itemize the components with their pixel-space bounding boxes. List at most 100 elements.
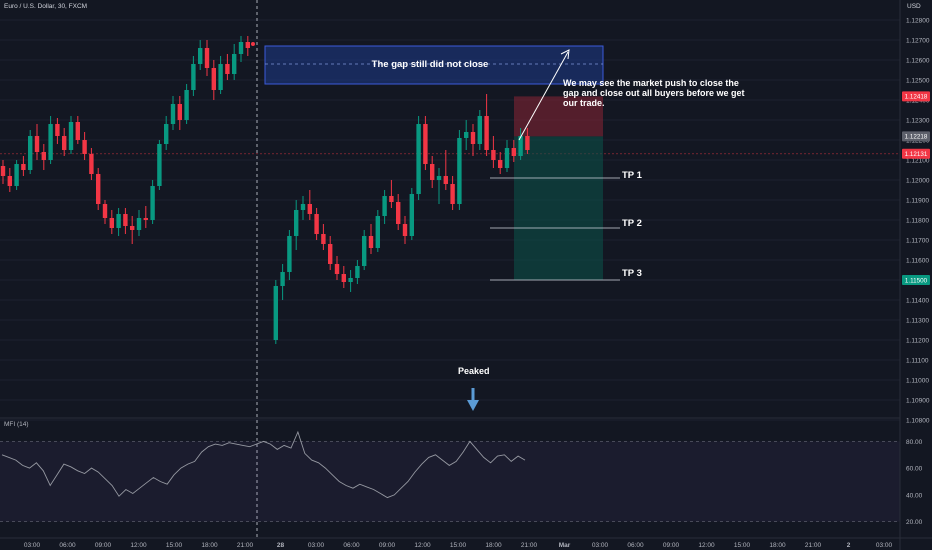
candle-body-66 bbox=[470, 132, 476, 144]
time-tick-18: 09:00 bbox=[663, 542, 680, 549]
price-badge-3 bbox=[902, 275, 930, 285]
time-tick-22: 21:00 bbox=[805, 542, 822, 549]
price-badge-text-0: 1.12418 bbox=[905, 94, 928, 101]
candle-body-37 bbox=[273, 286, 278, 340]
candle-body-40 bbox=[294, 210, 299, 236]
time-tick-13: 18:00 bbox=[485, 542, 502, 549]
candle-body-63 bbox=[450, 184, 455, 204]
price-tick-10: 1.11800 bbox=[906, 218, 929, 225]
gap-zone bbox=[264, 45, 604, 85]
candle-body-18 bbox=[123, 214, 128, 226]
mfi-line bbox=[1, 430, 526, 499]
candle-body-3 bbox=[21, 164, 26, 170]
candle-body-43 bbox=[314, 214, 319, 234]
price-badge-1 bbox=[902, 131, 930, 142]
price-tick-14: 1.11400 bbox=[906, 298, 929, 305]
price-badge-text-3: 1.11500 bbox=[905, 277, 928, 284]
candle-body-39 bbox=[287, 236, 292, 272]
candle-body-57 bbox=[409, 194, 414, 236]
candle-body-69 bbox=[491, 150, 496, 160]
candle-body-68 bbox=[484, 116, 489, 150]
candle-body-53 bbox=[382, 196, 387, 216]
candle-body-59 bbox=[423, 124, 428, 164]
price-tick-16: 1.11200 bbox=[906, 338, 929, 345]
candle-body-25 bbox=[170, 104, 176, 124]
candle-body-36 bbox=[245, 42, 250, 48]
price-tick-19: 1.10900 bbox=[906, 398, 930, 405]
peaked-arrow-shaft bbox=[471, 388, 475, 402]
price-badge-text-1: 1.12218 bbox=[905, 134, 928, 141]
candle-body-12 bbox=[82, 140, 87, 154]
candle-body-29 bbox=[198, 48, 203, 64]
time-tick-14: 21:00 bbox=[521, 542, 538, 549]
candle-body-58 bbox=[416, 124, 421, 194]
price-tick-1: 1.12700 bbox=[906, 38, 930, 45]
time-tick-23: 2 bbox=[847, 542, 851, 549]
candle-body-30 bbox=[204, 48, 210, 68]
mfi-tick-3: 20.00 bbox=[906, 519, 923, 526]
candle-body-67 bbox=[477, 116, 482, 144]
candle-body-46 bbox=[334, 264, 340, 274]
price-tick-15: 1.11300 bbox=[906, 318, 929, 325]
candle-body-61 bbox=[436, 176, 442, 180]
candle-body-33 bbox=[225, 64, 230, 74]
candle-body-55 bbox=[396, 202, 401, 224]
tp1-label: TP 1 bbox=[622, 170, 642, 181]
candle-body-50 bbox=[362, 236, 367, 266]
candle-body-22 bbox=[150, 186, 155, 220]
currency-label: USD bbox=[907, 3, 921, 10]
price-tick-12: 1.11600 bbox=[906, 258, 929, 265]
candle-body-34 bbox=[232, 54, 237, 74]
push-arrow-line bbox=[518, 51, 569, 141]
candle-body-11 bbox=[75, 122, 80, 140]
candle-body-9 bbox=[62, 136, 67, 150]
time-tick-12: 15:00 bbox=[450, 542, 467, 549]
candle-body-2 bbox=[14, 164, 19, 186]
price-tick-2: 1.12600 bbox=[906, 58, 930, 65]
candle-body-49 bbox=[355, 266, 360, 278]
candle-body-48 bbox=[348, 278, 353, 282]
candle-body-23 bbox=[157, 144, 162, 186]
time-tick-1: 06:00 bbox=[59, 542, 76, 549]
price-badge-text-2: 1.12131 bbox=[905, 151, 928, 158]
candle-body-71 bbox=[504, 148, 510, 168]
candle-body-32 bbox=[218, 64, 223, 90]
candle-body-19 bbox=[130, 226, 135, 230]
mfi-band bbox=[0, 441, 900, 522]
price-tick-7: 1.12100 bbox=[906, 158, 930, 165]
candle-body-8 bbox=[55, 124, 60, 136]
candle-body-45 bbox=[328, 244, 333, 264]
candle-body-51 bbox=[368, 236, 374, 248]
grid-lines bbox=[0, 0, 900, 540]
price-tick-3: 1.12500 bbox=[906, 78, 930, 85]
price-marker-icon bbox=[251, 42, 255, 46]
mfi-label: MFI (14) bbox=[4, 421, 29, 428]
candle-body-56 bbox=[402, 224, 408, 236]
candle-body-64 bbox=[457, 138, 462, 204]
time-tick-0: 03:00 bbox=[24, 542, 41, 549]
candle-body-54 bbox=[389, 196, 394, 202]
time-tick-20: 15:00 bbox=[734, 542, 751, 549]
candle-body-44 bbox=[321, 234, 326, 244]
candles bbox=[0, 36, 530, 344]
time-tick-8: 03:00 bbox=[308, 542, 325, 549]
candle-body-62 bbox=[443, 176, 448, 184]
time-tick-17: 06:00 bbox=[627, 542, 644, 549]
price-badge-0 bbox=[902, 91, 930, 102]
time-tick-6: 21:00 bbox=[237, 542, 254, 549]
time-tick-15: Mar bbox=[559, 542, 571, 549]
price-tick-0: 1.12800 bbox=[906, 18, 930, 25]
candle-body-65 bbox=[464, 132, 469, 138]
candle-body-0 bbox=[0, 166, 6, 176]
price-axis: 1.128001.127001.126001.125001.124001.123… bbox=[899, 0, 932, 550]
candle-body-27 bbox=[184, 90, 189, 120]
price-tick-20: 1.10800 bbox=[906, 418, 930, 425]
price-tick-11: 1.11700 bbox=[906, 238, 929, 245]
candle-body-26 bbox=[177, 104, 182, 120]
candle-body-17 bbox=[116, 214, 121, 228]
time-tick-16: 03:00 bbox=[592, 542, 609, 549]
time-tick-10: 09:00 bbox=[379, 542, 396, 549]
peaked-arrow-icon bbox=[467, 400, 479, 411]
price-tick-18: 1.11000 bbox=[906, 378, 929, 385]
mfi-tick-2: 40.00 bbox=[906, 492, 923, 499]
